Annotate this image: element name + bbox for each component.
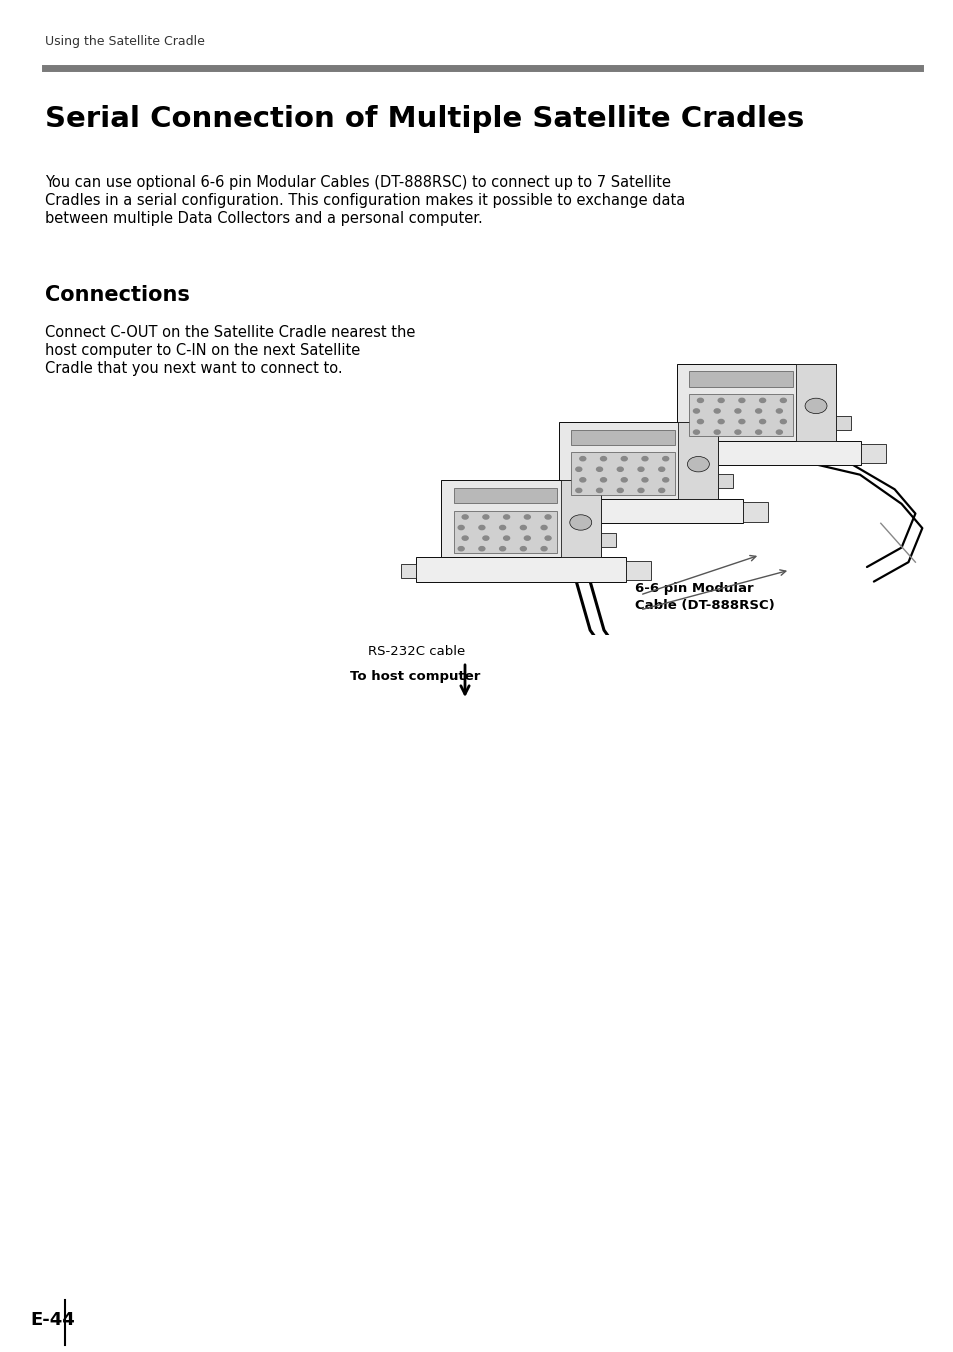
Text: Serial Connection of Multiple Satellite Cradles: Serial Connection of Multiple Satellite … xyxy=(45,105,803,132)
Text: RS-232C cable: RS-232C cable xyxy=(368,645,465,658)
Text: Connect C-OUT on the Satellite Cradle nearest the: Connect C-OUT on the Satellite Cradle ne… xyxy=(45,324,415,339)
Text: You can use optional 6-6 pin Modular Cables (DT-888RSC) to connect up to 7 Satel: You can use optional 6-6 pin Modular Cab… xyxy=(45,174,670,191)
Text: To host computer: To host computer xyxy=(350,671,479,683)
Text: between multiple Data Collectors and a personal computer.: between multiple Data Collectors and a p… xyxy=(45,211,482,226)
Text: Using the Satellite Cradle: Using the Satellite Cradle xyxy=(45,35,205,49)
Text: host computer to C-IN on the next Satellite: host computer to C-IN on the next Satell… xyxy=(45,343,360,358)
Text: Cradle that you next want to connect to.: Cradle that you next want to connect to. xyxy=(45,361,342,376)
Text: Cradles in a serial configuration. This configuration makes it possible to excha: Cradles in a serial configuration. This … xyxy=(45,193,684,208)
Text: E-44: E-44 xyxy=(30,1311,74,1329)
Text: Connections: Connections xyxy=(45,285,190,306)
Text: 6-6 pin Modular
Cable (DT-888RSC): 6-6 pin Modular Cable (DT-888RSC) xyxy=(635,581,774,612)
